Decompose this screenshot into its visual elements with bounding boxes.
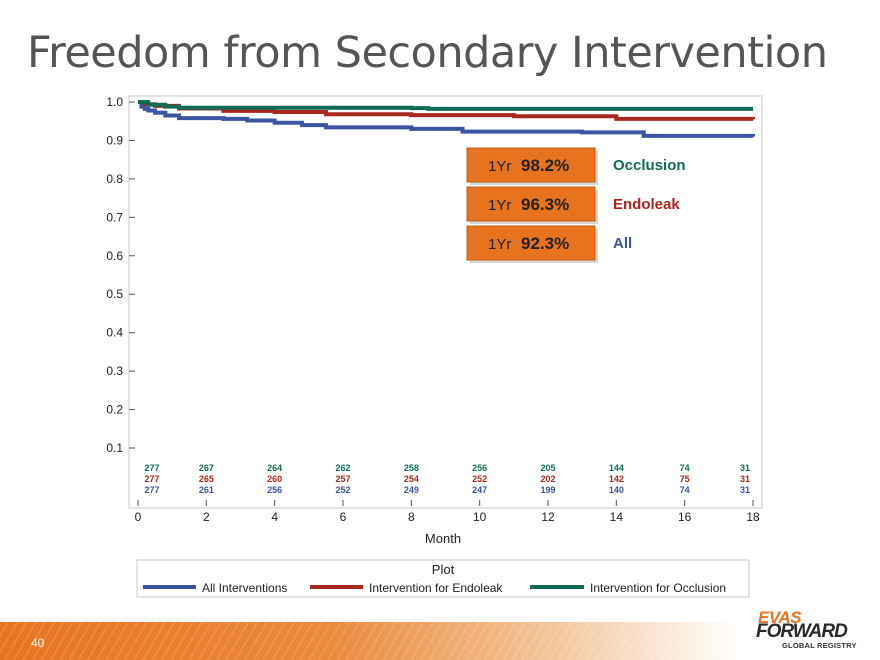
callout-label-all: All — [613, 235, 632, 252]
legend-label-endoleak: Intervention for Endoleak — [369, 581, 503, 595]
logo-forward: FORWARD — [756, 621, 848, 642]
y-tick-label: 0.4 — [106, 326, 123, 340]
x-tick-label: 8 — [408, 510, 415, 524]
x-tick-label: 14 — [610, 510, 624, 524]
at-risk-occlusion: 277 — [144, 463, 159, 473]
at-risk-endoleak: 257 — [335, 474, 350, 484]
at-risk-occlusion: 258 — [404, 463, 419, 473]
at-risk-endoleak: 202 — [540, 474, 555, 484]
evas-forward-logo: EVAS FORWARD GLOBAL REGISTRY — [756, 608, 868, 654]
at-risk-all: 277 — [144, 485, 159, 495]
at-risk-endoleak: 31 — [740, 474, 750, 484]
x-axis-label: Month — [425, 531, 461, 546]
callout-prefix: 1Yr — [488, 236, 511, 253]
callout-value: 92.3% — [521, 234, 569, 253]
at-risk-occlusion: 267 — [199, 463, 214, 473]
at-risk-all: 252 — [335, 485, 350, 495]
legend-label-occlusion: Intervention for Occlusion — [590, 581, 726, 595]
footer-stripes — [0, 622, 740, 660]
y-tick-label: 0.6 — [106, 249, 123, 263]
callout-label-endoleak: Endoleak — [613, 196, 680, 213]
at-risk-occlusion: 262 — [335, 463, 350, 473]
x-tick-label: 16 — [678, 510, 692, 524]
series-line-occlusion — [138, 100, 753, 111]
plot-frame — [128, 95, 763, 509]
at-risk-all: 256 — [267, 485, 282, 495]
at-risk-endoleak: 260 — [267, 474, 282, 484]
at-risk-occlusion: 31 — [740, 463, 750, 473]
at-risk-occlusion: 144 — [609, 463, 624, 473]
y-tick-label: 0.5 — [106, 287, 123, 301]
callout-value: 98.2% — [521, 156, 569, 175]
at-risk-endoleak: 265 — [199, 474, 214, 484]
logo-subtitle: GLOBAL REGISTRY — [782, 641, 857, 650]
legend-title: Plot — [432, 562, 455, 577]
at-risk-endoleak: 252 — [472, 474, 487, 484]
x-tick-label: 4 — [271, 510, 278, 524]
at-risk-endoleak: 75 — [680, 474, 690, 484]
y-tick-label: 0.9 — [106, 133, 123, 147]
at-risk-occlusion: 205 — [540, 463, 555, 473]
callout-box-occlusion — [466, 147, 596, 183]
callout-box-endoleak — [466, 186, 596, 222]
x-tick-label: 6 — [340, 510, 347, 524]
at-risk-occlusion: 74 — [680, 463, 690, 473]
y-tick-label: 0.2 — [106, 403, 123, 417]
legend-label-all: All Interventions — [202, 581, 287, 595]
at-risk-all: 74 — [680, 485, 690, 495]
at-risk-occlusion: 256 — [472, 463, 487, 473]
page-title: Freedom from Secondary Intervention — [27, 28, 828, 78]
at-risk-endoleak: 142 — [609, 474, 624, 484]
callout-prefix: 1Yr — [488, 158, 511, 175]
y-tick-label: 0.8 — [106, 172, 123, 186]
at-risk-all: 140 — [609, 485, 624, 495]
x-tick-label: 12 — [541, 510, 555, 524]
x-tick-label: 2 — [203, 510, 210, 524]
callout-label-occlusion: Occlusion — [613, 157, 686, 174]
at-risk-endoleak: 254 — [404, 474, 419, 484]
footer-gradient — [0, 622, 740, 660]
at-risk-all: 31 — [740, 485, 750, 495]
callout-value: 96.3% — [521, 195, 569, 214]
y-tick-label: 0.1 — [106, 441, 123, 455]
at-risk-all: 249 — [404, 485, 419, 495]
at-risk-endoleak: 277 — [144, 474, 159, 484]
at-risk-all: 247 — [472, 485, 487, 495]
footer-bar: 40 — [0, 622, 880, 660]
y-tick-label: 0.7 — [106, 210, 123, 224]
series-line-all — [138, 100, 755, 138]
at-risk-occlusion: 264 — [267, 463, 282, 473]
legend-box — [136, 559, 750, 598]
survival-chart: 1.0 0.9 0.8 0.7 0.6 0.5 0.4 0.3 0.2 0.1 0 2 4 6 8 10 12 1… — [106, 95, 763, 598]
y-tick-label: 1.0 — [106, 95, 123, 109]
callout-prefix: 1Yr — [488, 197, 511, 214]
at-risk-all: 199 — [540, 485, 555, 495]
x-tick-label: 0 — [135, 510, 142, 524]
page-number: 40 — [31, 636, 45, 650]
x-tick-label: 18 — [746, 510, 760, 524]
x-tick-label: 10 — [473, 510, 487, 524]
callout-box-all — [466, 225, 596, 261]
logo-evas: EVAS — [758, 608, 802, 627]
y-tick-label: 0.3 — [106, 364, 123, 378]
at-risk-all: 261 — [199, 485, 214, 495]
